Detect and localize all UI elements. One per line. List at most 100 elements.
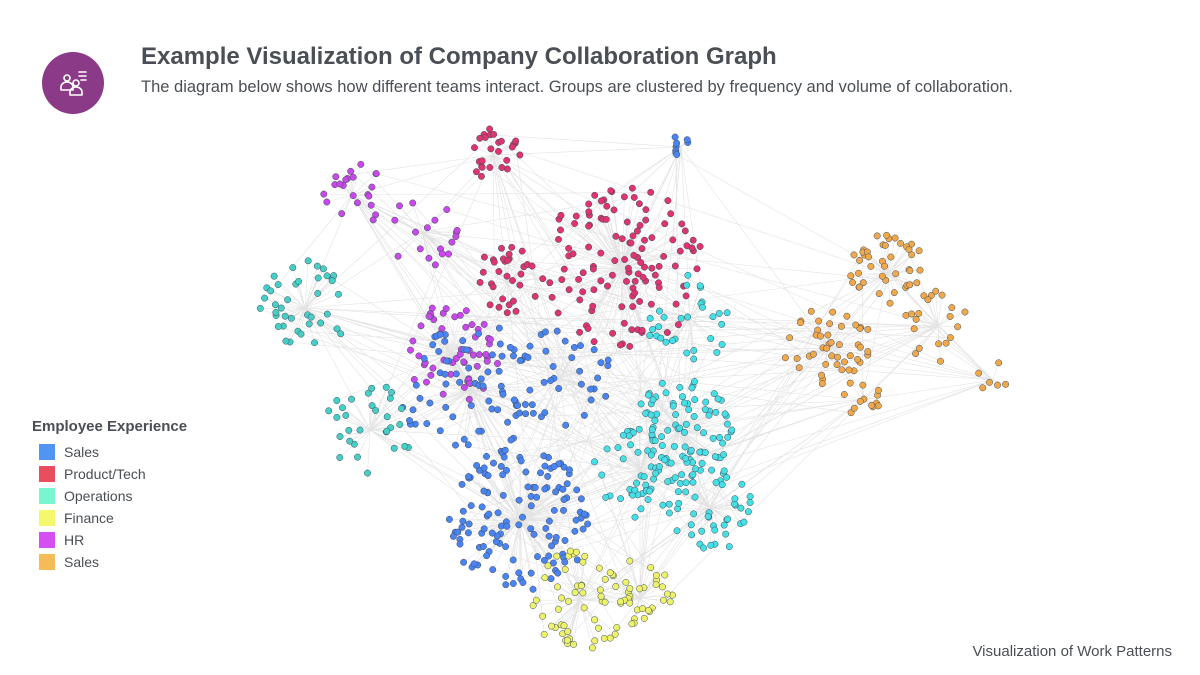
graph-node bbox=[723, 473, 731, 481]
graph-node bbox=[746, 493, 754, 500]
graph-node bbox=[594, 374, 602, 382]
graph-node bbox=[598, 471, 606, 479]
graph-node bbox=[526, 386, 534, 394]
graph-node bbox=[661, 571, 669, 579]
graph-node bbox=[412, 381, 420, 389]
graph-node bbox=[621, 256, 629, 263]
graph-node bbox=[737, 504, 745, 512]
graph-node bbox=[655, 307, 663, 315]
graph-node bbox=[915, 309, 923, 317]
graph-node bbox=[452, 370, 460, 378]
graph-node bbox=[645, 607, 652, 614]
graph-node bbox=[508, 243, 516, 251]
graph-node bbox=[818, 380, 826, 388]
graph-node bbox=[609, 329, 617, 337]
graph-node bbox=[606, 634, 614, 642]
graph-node bbox=[711, 453, 719, 461]
graph-node bbox=[701, 449, 709, 457]
graph-node bbox=[906, 267, 914, 275]
graph-node bbox=[449, 413, 457, 421]
graph-node bbox=[516, 409, 524, 417]
graph-node bbox=[651, 437, 659, 445]
graph-node bbox=[501, 446, 509, 454]
graph-node bbox=[924, 296, 932, 304]
graph-node bbox=[637, 400, 645, 408]
legend: Employee Experience Sales Product/Tech O… bbox=[32, 418, 222, 573]
graph-node bbox=[550, 506, 558, 514]
graph-node bbox=[580, 510, 588, 518]
graph-node bbox=[495, 367, 503, 375]
graph-node bbox=[946, 334, 954, 342]
graph-node bbox=[659, 583, 666, 591]
graph-node bbox=[473, 462, 481, 469]
graph-node bbox=[325, 407, 333, 415]
graph-node bbox=[577, 380, 585, 388]
graph-node bbox=[910, 325, 918, 333]
legend-swatch bbox=[39, 466, 55, 482]
graph-node bbox=[638, 326, 646, 334]
graph-node bbox=[443, 206, 451, 214]
graph-node bbox=[664, 478, 672, 486]
graph-node bbox=[553, 552, 561, 560]
graph-node bbox=[436, 331, 444, 338]
graph-node bbox=[576, 296, 584, 304]
graph-node bbox=[462, 307, 470, 315]
graph-node bbox=[859, 381, 867, 389]
graph-node bbox=[475, 330, 483, 338]
graph-node bbox=[712, 408, 720, 416]
graph-node bbox=[596, 586, 604, 594]
graph-node bbox=[484, 368, 492, 376]
graph-node bbox=[527, 569, 535, 577]
graph-node bbox=[864, 325, 872, 333]
graph-node bbox=[620, 193, 628, 201]
graph-node bbox=[720, 467, 728, 475]
graph-node bbox=[612, 232, 620, 240]
graph-node bbox=[712, 479, 720, 487]
graph-node bbox=[833, 361, 841, 369]
graph-node bbox=[817, 332, 824, 340]
graph-node bbox=[540, 452, 548, 460]
graph-node bbox=[681, 428, 688, 436]
graph-node bbox=[270, 272, 278, 280]
graph-node bbox=[426, 399, 434, 407]
graph-node bbox=[545, 532, 553, 540]
graph-node bbox=[585, 243, 593, 251]
graph-node bbox=[492, 538, 500, 546]
graph-node bbox=[655, 262, 663, 270]
graph-node bbox=[601, 575, 609, 583]
graph-node bbox=[490, 258, 498, 266]
graph-node bbox=[660, 313, 668, 321]
graph-node bbox=[890, 289, 898, 297]
graph-node bbox=[647, 300, 655, 308]
graph-node bbox=[420, 355, 428, 362]
graph-node bbox=[479, 268, 487, 276]
graph-node bbox=[731, 495, 739, 503]
graph-node bbox=[502, 543, 510, 551]
graph-node bbox=[572, 516, 580, 524]
people-collaboration-icon bbox=[60, 71, 87, 96]
graph-node bbox=[638, 245, 646, 253]
graph-node bbox=[346, 437, 354, 445]
graph-node bbox=[495, 147, 502, 155]
graph-node bbox=[597, 249, 605, 257]
graph-node bbox=[843, 312, 851, 320]
graph-node bbox=[942, 339, 950, 347]
graph-node bbox=[431, 216, 439, 224]
graph-node bbox=[573, 486, 581, 494]
graph-node bbox=[905, 246, 913, 253]
graph-node bbox=[369, 216, 377, 224]
graph-node bbox=[527, 502, 535, 510]
graph-node bbox=[685, 406, 693, 414]
graph-node bbox=[622, 578, 630, 586]
graph-node bbox=[496, 340, 504, 348]
graph-node bbox=[631, 486, 639, 494]
graph-node bbox=[518, 247, 526, 255]
graph-node bbox=[549, 363, 557, 370]
graph-node bbox=[488, 529, 496, 537]
graph-node bbox=[699, 303, 706, 311]
graph-node bbox=[342, 411, 350, 419]
graph-node bbox=[386, 394, 394, 402]
graph-node bbox=[335, 290, 342, 298]
graph-node bbox=[534, 553, 541, 561]
legend-label: Sales bbox=[64, 444, 100, 460]
